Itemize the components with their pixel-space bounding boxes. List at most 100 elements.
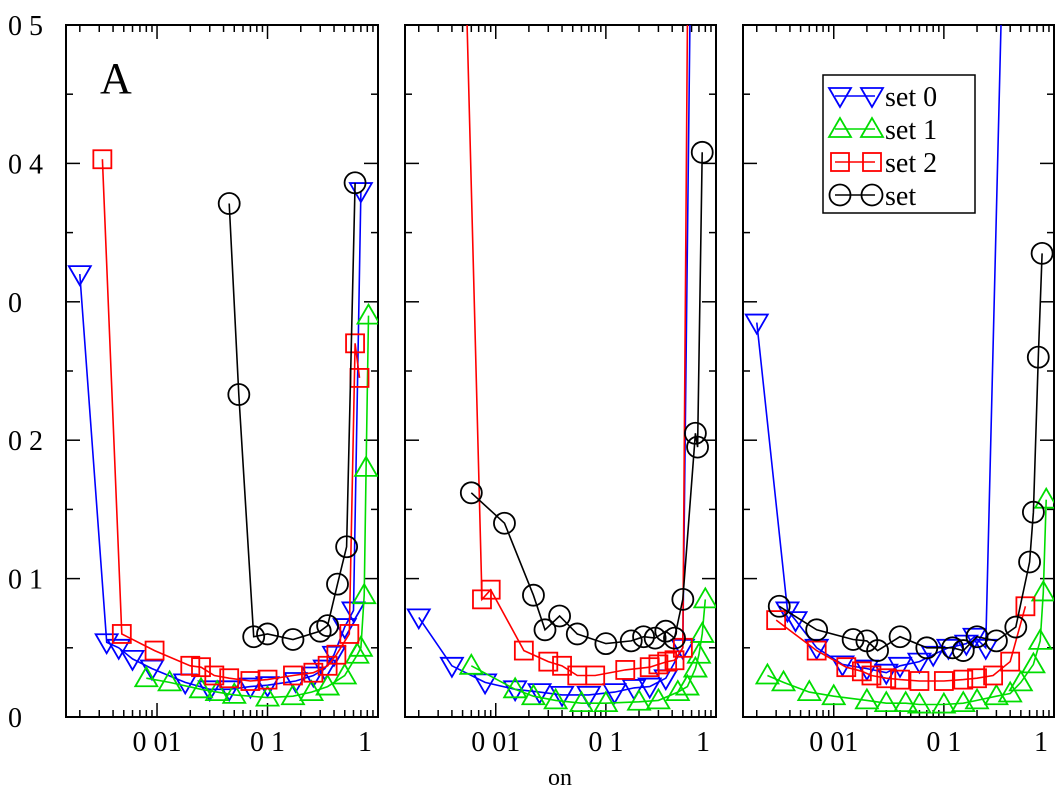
data-point-set-1: [686, 641, 712, 664]
data-point-set-0: [906, 652, 932, 675]
data-point-set-0: [637, 677, 663, 700]
legend-marker: [860, 183, 884, 207]
series-line-set-0: [79, 191, 362, 691]
data-point-set-1: [568, 690, 594, 713]
data-point-set-1: [931, 691, 957, 714]
data-point-set-1: [133, 665, 159, 688]
data-point-set: [1021, 500, 1045, 524]
legend-label: set 1: [885, 115, 937, 146]
data-point-set: [619, 629, 643, 653]
data-point-set-1: [950, 690, 976, 713]
series-line-set-1: [767, 499, 1047, 706]
data-point-set-2: [204, 665, 225, 686]
data-point-set-1: [873, 690, 899, 713]
data-point-set-0: [106, 638, 132, 661]
data-point-set-0: [549, 685, 575, 708]
data-point-set-2: [615, 660, 636, 680]
data-point-set-2: [1015, 596, 1036, 617]
series-line-set-1: [146, 315, 370, 699]
x-axis-label: on: [548, 765, 572, 791]
data-point-set: [326, 572, 349, 596]
data-point-set-1: [983, 683, 1009, 706]
data-point-set-1: [997, 680, 1023, 703]
series-line-set: [470, 152, 703, 645]
y-tick-label: 0 1: [8, 565, 43, 596]
data-point-set: [888, 625, 912, 649]
data-point-set-1: [906, 691, 932, 714]
data-point-set-0: [744, 313, 770, 336]
data-point-set-1: [893, 690, 919, 713]
data-point-set-0: [472, 673, 498, 696]
data-point-set: [459, 481, 483, 505]
data-point-set-0: [527, 683, 553, 705]
data-point-set-1: [1033, 486, 1054, 509]
data-point-set-1: [543, 687, 569, 710]
y-tick-label: 0: [8, 288, 22, 319]
data-point-set-1: [157, 669, 183, 692]
data-point-set-2: [1000, 651, 1021, 672]
data-point-set-0: [197, 680, 223, 703]
data-point-set-0: [300, 666, 326, 689]
data-point-set-2: [92, 149, 113, 170]
legend-marker: [828, 183, 852, 207]
data-point-set: [915, 636, 939, 660]
data-point-set: [683, 421, 707, 445]
legend-label: set: [885, 181, 916, 212]
data-point-set-2: [111, 624, 132, 644]
data-point-set-0: [804, 638, 830, 661]
data-point-set-1: [502, 676, 528, 699]
data-point-set: [493, 511, 516, 535]
data-point-set-2: [983, 665, 1004, 686]
series-line-set-0: [418, 25, 691, 696]
data-point-set-1: [626, 688, 652, 711]
data-point-set-0: [962, 627, 988, 650]
x-tick-label: 0 01: [133, 727, 182, 758]
data-point-set-2: [257, 669, 278, 690]
data-point-set-2: [144, 640, 165, 661]
data-point-set: [690, 140, 714, 164]
data-point-set-2: [585, 665, 606, 686]
y-tick-label: 0 2: [8, 426, 43, 457]
data-point-set: [941, 636, 964, 660]
data-point-set-1: [353, 455, 378, 477]
x-tick-label: 0 01: [809, 727, 858, 758]
data-point-set: [316, 614, 340, 638]
data-point-set-0: [602, 683, 628, 705]
data-point-set: [565, 622, 589, 646]
x-tick-label: 0 1: [250, 727, 285, 758]
data-point-set-1: [221, 682, 247, 704]
data-point-set-1: [1027, 628, 1053, 650]
data-point-set: [335, 535, 359, 559]
data-point-set-2: [513, 640, 534, 661]
data-point-set-2: [283, 665, 303, 686]
panel-frame: [404, 24, 717, 718]
data-point-set: [654, 619, 678, 643]
data-point-set-1: [1030, 579, 1054, 602]
data-point-set: [1026, 345, 1050, 369]
panel-label: A: [100, 54, 132, 103]
data-point-set: [343, 171, 367, 195]
series-line-set: [228, 182, 356, 641]
data-point-set-1: [254, 684, 281, 707]
data-point-set-0: [887, 656, 913, 679]
data-point-set: [1004, 615, 1028, 639]
data-point-set: [1030, 241, 1054, 265]
data-point-set-2: [967, 668, 987, 689]
data-point-set-2: [806, 640, 827, 661]
legend-label: set 0: [885, 82, 937, 113]
data-point-set-1: [689, 621, 715, 643]
data-point-set-2: [303, 662, 324, 683]
data-point-set: [281, 628, 305, 651]
legend-marker: [859, 87, 885, 109]
series-line-set-1: [470, 599, 707, 705]
x-tick-label: 1: [358, 727, 372, 758]
legend-label: set 2: [885, 148, 937, 179]
legend-marker: [827, 116, 853, 138]
data-point-set-1: [1008, 669, 1034, 692]
data-point-set-2: [657, 651, 678, 672]
series-group: [744, 25, 1054, 714]
data-point-set-0: [67, 265, 93, 287]
panel-3: 0 01 0 1 1: [742, 24, 1055, 758]
data-point-set-2: [339, 624, 360, 644]
